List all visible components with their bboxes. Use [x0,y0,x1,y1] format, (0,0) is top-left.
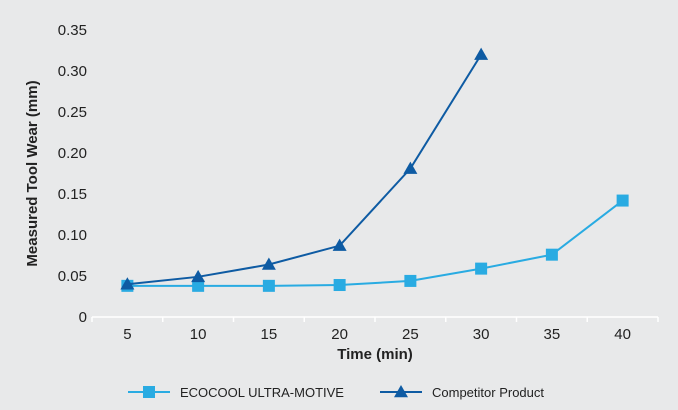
square-marker [404,274,417,287]
x-tick-label: 5 [123,326,131,343]
y-tick-label: 0.15 [58,186,87,203]
y-axis-title: Measured Tool Wear (mm) [24,80,41,266]
square-marker [616,194,629,207]
square-marker [333,279,346,292]
square-marker [192,279,205,292]
x-axis-title: Time (min) [337,346,413,363]
legend-label: Competitor Product [432,385,544,400]
triangle-marker [474,47,489,60]
x-tick-label: 30 [473,326,490,343]
x-tick-label: 15 [261,326,278,343]
series-1 [120,47,489,290]
series-layer [120,47,629,292]
triangle-marker [191,269,206,283]
triangle-marker [403,161,418,174]
y-tick-label: 0.20 [58,145,87,162]
legend-item-1: Competitor Product [380,385,544,400]
legend-item-0: ECOCOOL ULTRA-MOTIVE [128,385,344,400]
y-tick-label: 0.05 [58,268,87,285]
y-tick-label: 0.25 [58,104,87,121]
x-axis: 5 10 15 20 25 30 35 40 [91,316,659,343]
series-line [127,54,482,286]
square-marker [262,279,275,292]
y-tick-label: 0.35 [58,22,87,39]
y-tick-label: 0.30 [58,63,87,80]
y-tick-label: 0.10 [58,227,87,244]
y-axis: 0 0.05 0.10 0.15 0.20 0.25 0.30 0.35 [58,22,87,326]
legend-label: ECOCOOL ULTRA-MOTIVE [180,385,344,400]
square-marker [545,248,558,261]
triangle-marker [332,238,347,251]
x-tick-label: 10 [190,326,207,343]
triangle-marker [261,257,276,270]
triangle-marker [120,277,135,290]
x-tick-label: 40 [614,326,631,343]
x-tick-label: 35 [544,326,561,343]
x-tick-label: 25 [402,326,419,343]
legend: ECOCOOL ULTRA-MOTIVE Competitor Product [128,385,544,400]
x-tick-label: 20 [331,326,348,343]
series-line [127,199,624,287]
square-marker [143,386,155,398]
square-marker [475,262,488,275]
triangle-marker [394,385,408,398]
y-tick-label: 0 [79,309,87,326]
